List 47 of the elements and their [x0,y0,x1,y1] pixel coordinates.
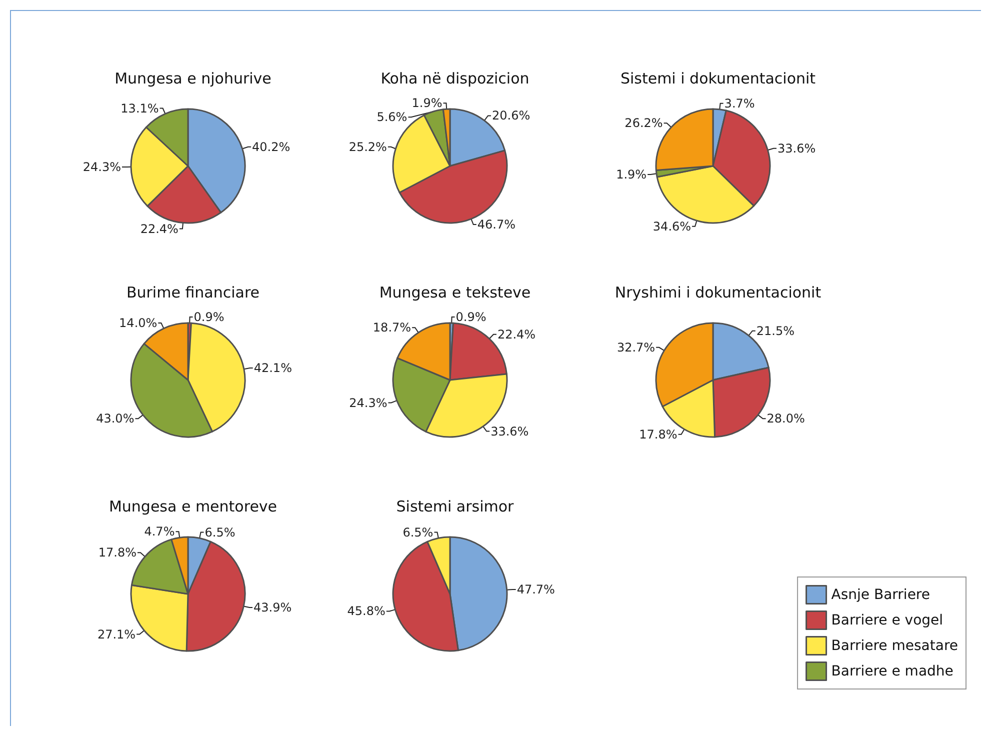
data-label: 33.6% [490,424,529,438]
data-label: 28.0% [766,412,805,426]
data-label: 1.9% [412,96,442,110]
data-label: 6.5% [402,525,434,540]
data-label: 13.1% [120,101,159,116]
data-label: 27.1% [97,627,136,642]
data-label: 18.7% [372,320,412,335]
data-label: 40.2% [252,140,290,154]
slice-label: Nryshimi i dokumentacionit [614,284,822,302]
data-label: 0.9% [456,310,486,324]
data-label: 32.7% [616,340,656,354]
data-label: 24.3% [349,396,388,410]
data-label: 22.4% [140,222,178,236]
data-label: 24.3% [82,160,122,174]
legend-label: Barriere e vogel [831,612,944,628]
legend-label: Barriere e madhe [831,663,954,680]
slice-label: Mungesa e teksteve [379,284,531,302]
data-label: 17.8% [639,427,678,442]
data-label: 42.1% [254,361,292,375]
data-label: 46.7% [477,218,516,232]
data-label: 34.6% [652,219,692,234]
slice-label: Burime financiare [126,284,260,302]
data-label: 0.9% [194,310,224,324]
data-label: 43.9% [254,600,292,615]
slice-label: Mungesa e mentoreve [108,498,278,516]
slice-label: Sistemi i dokumentacionit [620,70,816,88]
legend-label: Asnje Barriere [831,586,930,603]
slice-label: Mungesa e njohurive [114,70,272,88]
data-label: 1.9% [616,167,647,182]
data-label: 33.6% [778,141,816,156]
data-label: 5.6% [376,110,408,124]
data-label: 25.2% [348,140,387,154]
data-label: 3.7% [724,96,755,110]
data-label: 45.8% [347,604,386,618]
slice-label: Sistemi arsimor [396,498,515,516]
data-label: 26.2% [624,116,663,130]
slice-label: Koha në dispozicion [380,70,530,88]
data-label: 21.5% [756,324,795,338]
data-label: 47.7% [516,582,555,596]
data-label: 4.7% [144,524,175,539]
data-label: 22.4% [497,327,536,342]
data-label: 14.0% [119,316,158,330]
legend-label: Barriere mesatare [831,638,958,654]
data-label: 17.8% [98,546,136,560]
data-label: 20.6% [492,108,530,123]
data-label: 43.0% [96,412,134,426]
data-label: 6.5% [204,525,236,540]
